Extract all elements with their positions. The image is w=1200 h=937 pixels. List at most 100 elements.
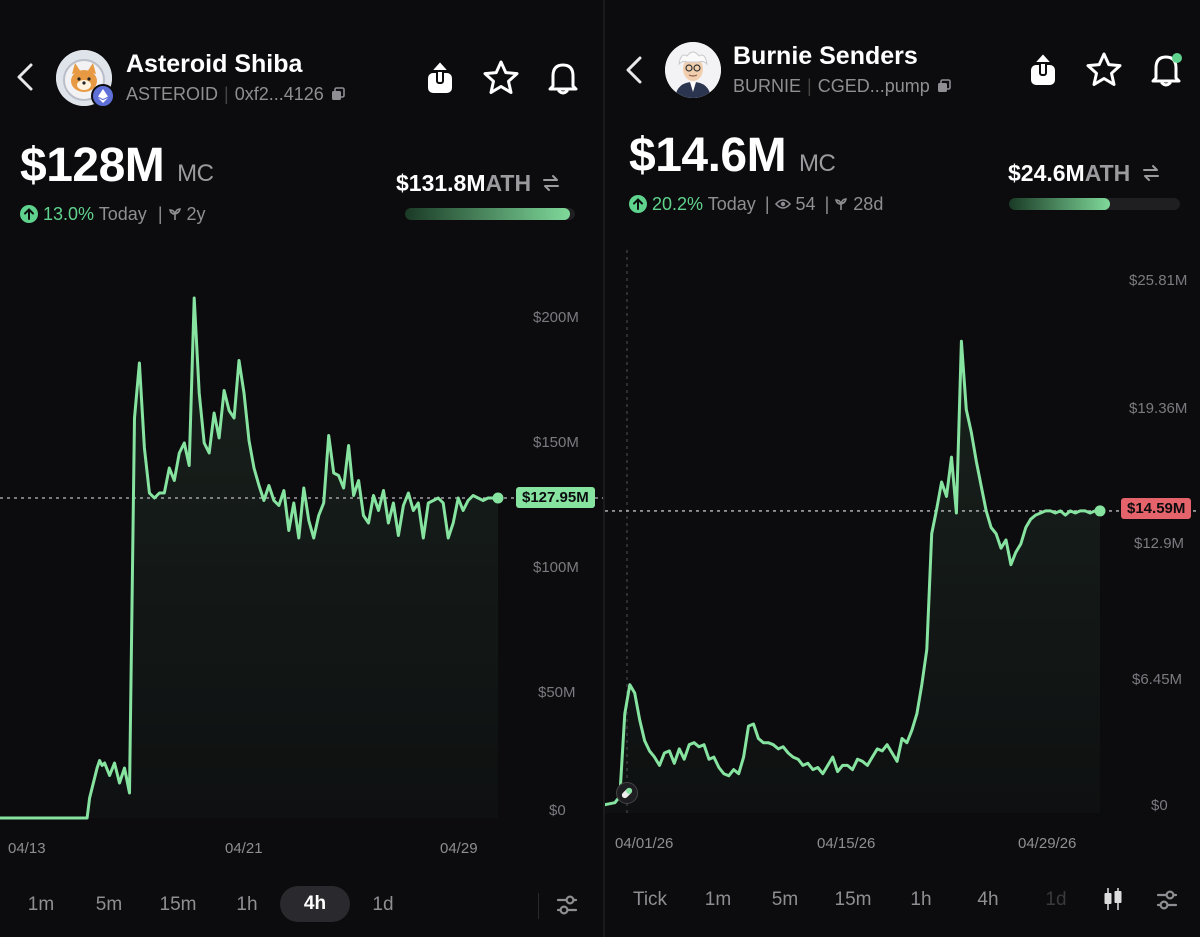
x-axis-label: 04/01/26	[615, 835, 674, 852]
ath-label: $24.6MATH	[1008, 160, 1161, 187]
ath-text: ATH	[485, 170, 532, 196]
x-axis-label: 04/15/26	[817, 835, 876, 852]
timeframe-15m[interactable]: 15m	[834, 889, 872, 910]
chart-series-line	[605, 339, 1102, 807]
eye-icon	[774, 199, 791, 209]
token-avatar	[665, 42, 721, 98]
ath-progress-fill	[405, 208, 570, 220]
right-token-panel: Burnie Senders BURNIE | CGED...pump $14.6M…	[605, 0, 1200, 937]
token-age: 28d	[853, 194, 884, 214]
chart-series-line	[0, 296, 500, 820]
view-count: 54	[795, 194, 816, 214]
ethereum-icon	[91, 84, 115, 108]
timeframe-4h[interactable]: 4h	[977, 889, 999, 910]
senator-portrait-logo	[665, 42, 721, 98]
token-symbol: ASTEROID	[126, 84, 219, 104]
token-name: Asteroid Shiba	[126, 50, 303, 78]
share-icon[interactable]	[420, 58, 460, 98]
chart-area-fill	[0, 298, 498, 818]
current-point-dot	[1094, 505, 1106, 517]
market-cap: $14.6M MC	[629, 128, 836, 183]
ath-progress-bar	[1009, 198, 1180, 210]
y-axis-label: $25.81M	[1129, 272, 1188, 289]
arrow-up-circle-icon	[20, 205, 38, 223]
ath-value: $24.6M	[1008, 160, 1085, 186]
timeframe-1d[interactable]: 1d	[372, 894, 394, 915]
timeframe-15m[interactable]: 15m	[159, 894, 197, 915]
x-axis-label: 04/13	[8, 840, 46, 857]
timeframe-4h[interactable]: 4h	[280, 886, 350, 922]
token-meta: ASTEROID | 0xf2...4126	[126, 84, 345, 105]
toolbar-divider	[538, 893, 539, 919]
token-name: Burnie Senders	[733, 42, 918, 70]
timeframe-1d[interactable]: 1d	[1045, 889, 1067, 910]
ath-value: $131.8M	[396, 170, 486, 196]
token-age: 2y	[186, 204, 206, 224]
bell-icon[interactable]	[543, 58, 583, 98]
change-percent: 13.0%	[43, 204, 95, 224]
market-cap: $128M MC	[20, 138, 214, 193]
change-period: Today	[707, 194, 756, 214]
sprout-icon	[835, 198, 848, 210]
y-axis-label: $6.45M	[1132, 671, 1183, 688]
token-symbol: BURNIE	[733, 76, 802, 96]
market-cap-chart[interactable]	[605, 250, 1200, 850]
y-axis-label: $0	[549, 802, 566, 819]
current-price-tag: $127.95M	[516, 487, 595, 508]
swap-icon[interactable]	[1141, 164, 1161, 182]
timeframe-1h[interactable]: 1h	[910, 889, 932, 910]
market-cap-value: $128M	[20, 139, 165, 192]
y-axis-label: $12.9M	[1134, 535, 1185, 552]
token-meta: BURNIE | CGED...pump	[733, 76, 951, 97]
y-axis-label: $0	[1151, 797, 1168, 814]
chevron-left-icon	[17, 63, 33, 91]
chart-area-fill	[605, 341, 1100, 813]
timeframe-1h[interactable]: 1h	[236, 894, 258, 915]
y-axis-label: $50M	[538, 684, 576, 701]
chevron-left-icon	[626, 56, 642, 84]
x-axis-label: 04/21	[225, 840, 263, 857]
left-token-panel: Asteroid Shiba ASTEROID | 0xf2...4126 $128…	[0, 50, 603, 922]
current-point-dot	[492, 492, 504, 504]
candlestick-icon[interactable]	[1101, 886, 1125, 912]
ath-label: $131.8MATH	[396, 170, 561, 197]
share-icon[interactable]	[1023, 50, 1063, 90]
market-cap-unit: MC	[798, 150, 836, 177]
market-cap-chart[interactable]	[0, 255, 603, 865]
copy-icon[interactable]	[331, 87, 345, 101]
ath-progress-bar	[405, 208, 575, 220]
timeframe-1m[interactable]: 1m	[704, 889, 732, 910]
star-icon[interactable]	[481, 58, 521, 98]
arrow-up-circle-icon	[629, 195, 647, 213]
change-percent: 20.2%	[652, 194, 704, 214]
x-axis-label: 04/29	[440, 840, 478, 857]
star-icon[interactable]	[1084, 50, 1124, 90]
timeframe-5m[interactable]: 5m	[95, 894, 123, 915]
sliders-icon[interactable]	[555, 893, 579, 917]
sprout-icon	[168, 208, 181, 220]
pump-launch-icon	[616, 782, 638, 804]
ath-text: ATH	[1084, 160, 1131, 186]
copy-icon[interactable]	[937, 79, 951, 93]
back-button[interactable]	[12, 60, 38, 94]
x-axis-label: 04/29/26	[1018, 835, 1077, 852]
token-address[interactable]: CGED...pump	[817, 76, 930, 96]
swap-icon[interactable]	[541, 174, 561, 192]
panel-divider	[603, 0, 605, 937]
y-axis-label: $150M	[533, 434, 579, 451]
bell-icon[interactable]	[1146, 50, 1186, 90]
token-address[interactable]: 0xf2...4126	[234, 84, 324, 104]
market-cap-value: $14.6M	[629, 129, 787, 182]
back-button[interactable]	[621, 53, 647, 87]
ath-progress-fill	[1009, 198, 1110, 210]
change-period: Today	[98, 204, 147, 224]
current-price-tag: $14.59M	[1121, 498, 1192, 519]
price-change-row: 20.2% Today | 54 | 28d	[629, 194, 883, 215]
market-cap-unit: MC	[177, 160, 214, 187]
timeframe-5m[interactable]: 5m	[771, 889, 799, 910]
y-axis-label: $100M	[533, 559, 579, 576]
timeframe-1m[interactable]: 1m	[27, 894, 55, 915]
y-axis-label: $19.36M	[1129, 400, 1188, 417]
timeframe-tick[interactable]: Tick	[632, 889, 668, 910]
sliders-icon[interactable]	[1155, 888, 1179, 912]
